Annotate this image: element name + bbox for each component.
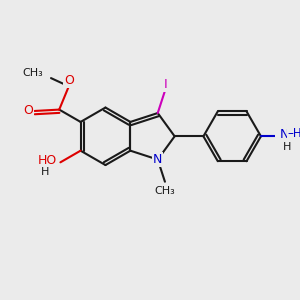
Text: –H: –H [288, 127, 300, 140]
Text: O: O [24, 104, 34, 118]
Text: CH₃: CH₃ [22, 68, 43, 78]
Text: O: O [64, 74, 74, 87]
Text: I: I [164, 78, 167, 91]
Text: H: H [41, 167, 50, 177]
Text: H: H [283, 142, 291, 152]
Text: N: N [280, 128, 289, 141]
Text: N: N [153, 153, 162, 166]
Text: CH₃: CH₃ [154, 186, 175, 196]
Text: HO: HO [38, 154, 57, 167]
